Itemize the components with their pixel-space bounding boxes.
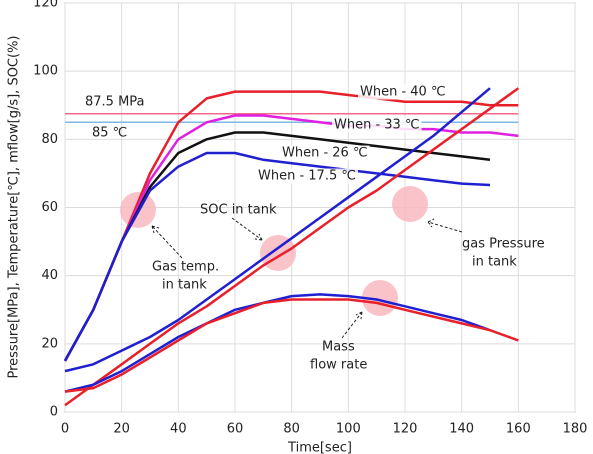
x-tick-label: 60 xyxy=(227,422,244,437)
highlight xyxy=(392,186,428,222)
annotation: When - 40 ℃ xyxy=(360,85,446,100)
x-axis-label: Time[sec] xyxy=(287,441,352,454)
annotation: gas Pressure xyxy=(462,237,545,252)
annotation: When - 33 ℃ xyxy=(334,118,420,133)
series-line xyxy=(64,87,520,407)
annotation: flow rate xyxy=(310,358,367,373)
annotations: 87.5 MPa 85 ℃ When - 40 ℃ When - 33 ℃ When -… xyxy=(85,84,545,373)
series-line xyxy=(63,114,519,362)
annotation-box xyxy=(358,84,448,100)
series-line xyxy=(64,298,519,393)
annotation: When - 17.5 ℃ xyxy=(258,169,356,184)
y-tick-label: 20 xyxy=(41,336,58,351)
annotation: SOC in tank xyxy=(200,203,277,218)
y-tick-label: 0 xyxy=(50,405,58,420)
series-line xyxy=(63,151,491,362)
y-tick-label: 100 xyxy=(33,64,58,79)
annotation: Gas temp. xyxy=(152,260,219,275)
annotation: When - 26 ℃ xyxy=(282,146,368,161)
plot xyxy=(63,87,520,407)
arrows xyxy=(151,217,463,339)
arrow xyxy=(231,217,263,241)
y-tick-label: 40 xyxy=(41,268,58,283)
series-line xyxy=(63,90,519,362)
annotation: in tank xyxy=(162,278,207,293)
x-tick-label: 180 xyxy=(563,422,588,437)
annotation-box xyxy=(256,168,358,184)
x-tick-label: 120 xyxy=(393,422,418,437)
y-axis-label: Pressure[MPa], Temperature[℃], mflow[g/s… xyxy=(7,35,22,378)
y-tick-label: 80 xyxy=(41,132,58,147)
x-tick-label: 140 xyxy=(449,422,474,437)
annotation: Mass xyxy=(322,340,355,355)
reference-label: 85 ℃ xyxy=(92,126,127,141)
series-line xyxy=(64,87,491,373)
x-tick-label: 80 xyxy=(283,422,300,437)
reference-label: 87.5 MPa xyxy=(85,95,145,110)
arrow xyxy=(151,225,183,259)
arrow xyxy=(341,311,363,339)
x-tick-label: 20 xyxy=(113,422,130,437)
annotation: in tank xyxy=(472,255,517,270)
x-tick-label: 160 xyxy=(506,422,531,437)
x-tick-label: 100 xyxy=(336,422,361,437)
y-tick-label: 120 xyxy=(33,0,58,11)
annotation-box xyxy=(332,117,422,133)
x-tick-label: 40 xyxy=(170,422,187,437)
series-line xyxy=(64,293,491,393)
y-tick-label: 60 xyxy=(41,200,58,215)
annotation-box xyxy=(280,145,370,161)
x-tick-label: 0 xyxy=(61,422,69,437)
arrow xyxy=(427,218,463,233)
